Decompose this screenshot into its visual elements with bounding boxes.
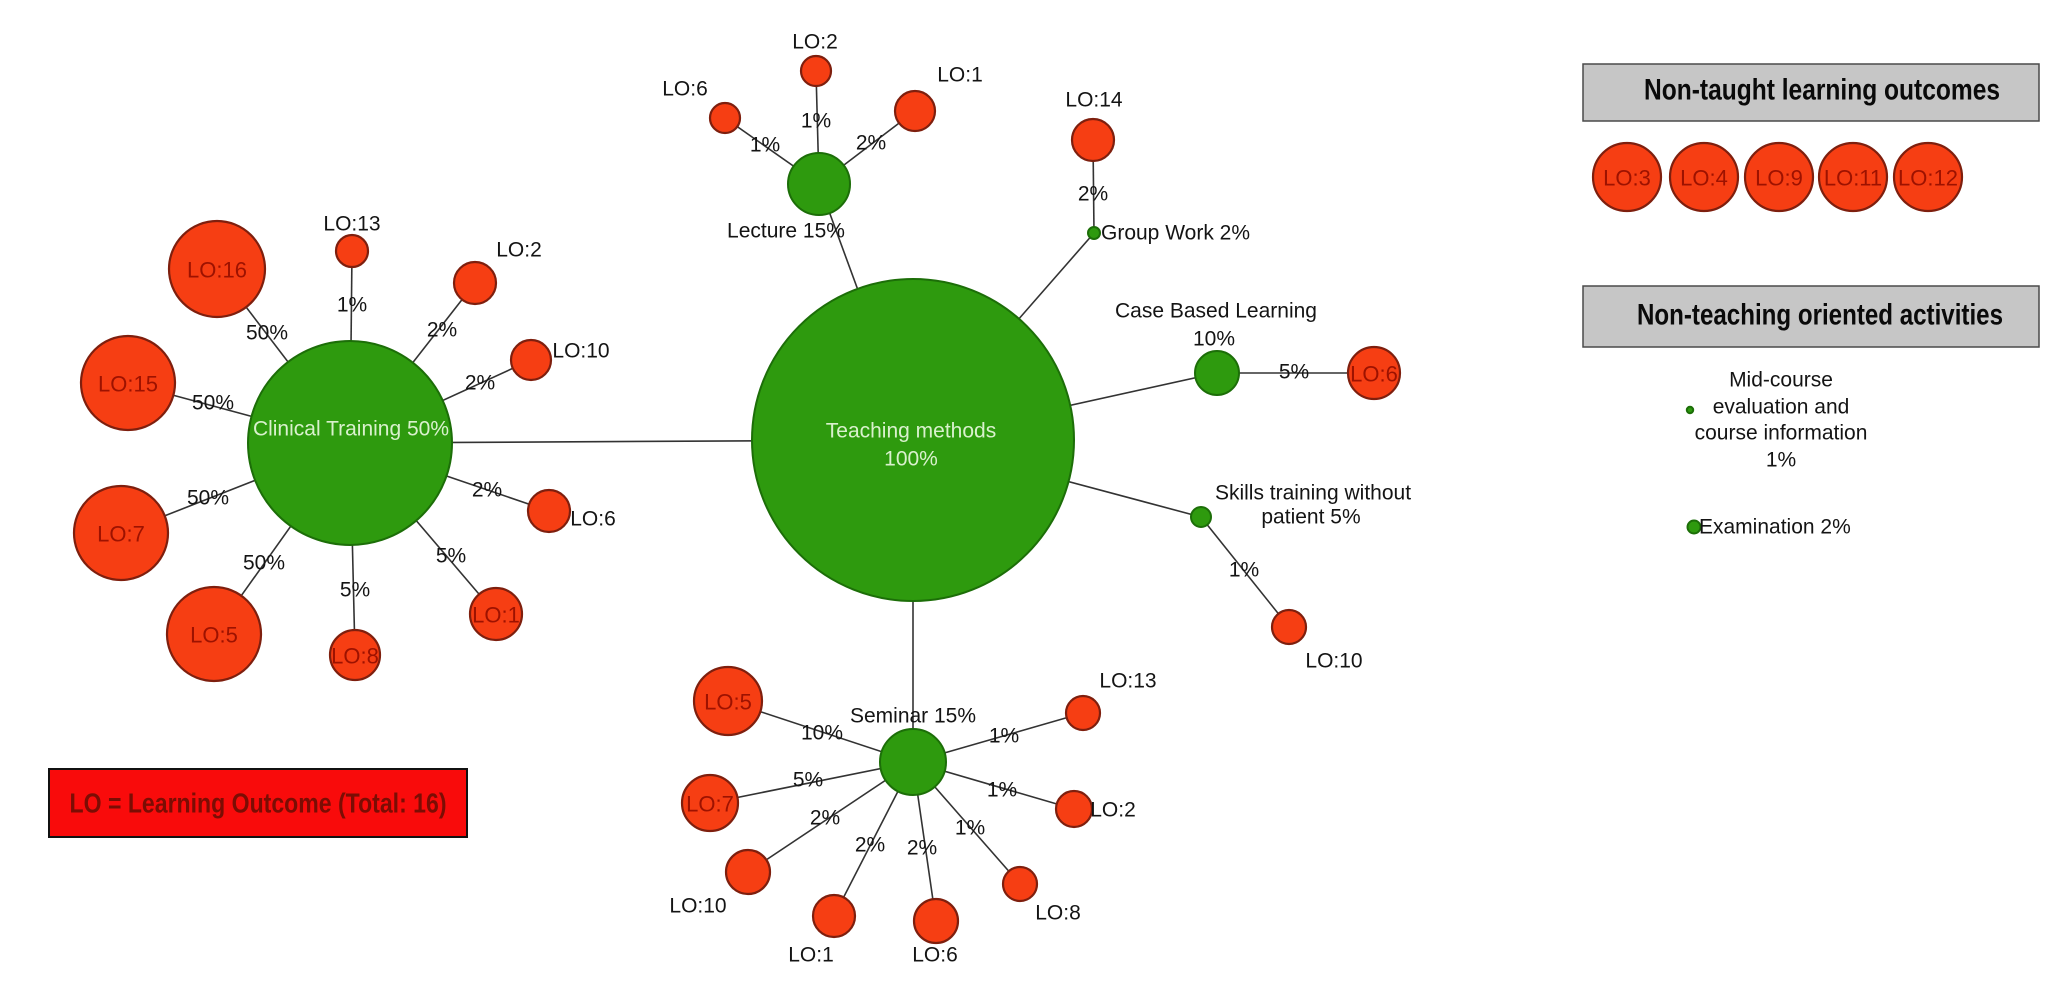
- svg-text:10%: 10%: [1193, 328, 1235, 351]
- svg-text:LO:8: LO:8: [1035, 902, 1081, 925]
- svg-text:LO:5: LO:5: [190, 623, 238, 648]
- svg-text:50%: 50%: [246, 322, 288, 345]
- svg-text:Mid-course: Mid-course: [1729, 369, 1833, 392]
- svg-text:LO:12: LO:12: [1898, 166, 1958, 191]
- svg-text:5%: 5%: [340, 579, 370, 602]
- svg-text:1%: 1%: [1229, 559, 1259, 582]
- svg-text:2%: 2%: [810, 807, 840, 830]
- svg-text:50%: 50%: [243, 552, 285, 575]
- svg-text:Case Based Learning: Case Based Learning: [1115, 300, 1317, 323]
- svg-text:1%: 1%: [1766, 449, 1796, 472]
- svg-text:5%: 5%: [793, 769, 823, 792]
- svg-text:LO:1: LO:1: [788, 944, 834, 967]
- svg-text:10%: 10%: [801, 722, 843, 745]
- svg-text:50%: 50%: [192, 392, 234, 415]
- svg-text:1%: 1%: [750, 134, 780, 157]
- svg-text:1%: 1%: [989, 725, 1019, 748]
- svg-text:Teaching methods: Teaching methods: [826, 420, 996, 443]
- svg-text:2%: 2%: [427, 319, 457, 342]
- svg-text:1%: 1%: [987, 779, 1017, 802]
- svg-text:2%: 2%: [465, 372, 495, 395]
- svg-text:LO:10: LO:10: [552, 340, 609, 363]
- svg-text:1%: 1%: [337, 294, 367, 317]
- svg-text:2%: 2%: [907, 837, 937, 860]
- svg-text:2%: 2%: [855, 834, 885, 857]
- svg-text:LO:9: LO:9: [1755, 166, 1803, 191]
- svg-text:LO:1: LO:1: [937, 64, 983, 87]
- svg-text:LO:6: LO:6: [662, 78, 708, 101]
- svg-text:LO:2: LO:2: [792, 31, 838, 54]
- svg-text:LO:10: LO:10: [1305, 650, 1362, 673]
- svg-text:Non-teaching oriented activiti: Non-teaching oriented activities: [1637, 299, 2003, 332]
- svg-text:LO:7: LO:7: [97, 522, 145, 547]
- svg-text:evaluation and: evaluation and: [1713, 396, 1850, 419]
- svg-text:LO = Learning Outcome (Total:: LO = Learning Outcome (Total: 16): [70, 788, 447, 819]
- svg-text:LO:7: LO:7: [686, 792, 734, 817]
- svg-text:2%: 2%: [856, 132, 886, 155]
- svg-text:1%: 1%: [955, 817, 985, 840]
- svg-text:LO:6: LO:6: [1350, 362, 1398, 387]
- svg-text:LO:4: LO:4: [1680, 166, 1728, 191]
- svg-text:Examination 2%: Examination 2%: [1699, 516, 1851, 539]
- svg-text:LO:1: LO:1: [472, 603, 520, 628]
- svg-text:100%: 100%: [884, 448, 938, 471]
- svg-text:5%: 5%: [1279, 361, 1309, 384]
- svg-text:LO:13: LO:13: [1099, 670, 1156, 693]
- svg-text:Non-taught learning outcomes: Non-taught learning outcomes: [1644, 74, 2000, 107]
- svg-text:LO:14: LO:14: [1065, 89, 1123, 112]
- svg-text:LO:3: LO:3: [1603, 166, 1651, 191]
- svg-text:2%: 2%: [472, 479, 502, 502]
- svg-text:LO:6: LO:6: [570, 508, 616, 531]
- svg-text:LO:5: LO:5: [704, 690, 752, 715]
- svg-text:Skills training without: Skills training without: [1215, 482, 1411, 505]
- svg-text:LO:11: LO:11: [1824, 166, 1882, 191]
- svg-text:LO:2: LO:2: [496, 239, 542, 262]
- svg-text:LO:10: LO:10: [669, 895, 726, 918]
- svg-text:LO:2: LO:2: [1090, 799, 1136, 822]
- svg-text:LO:8: LO:8: [331, 644, 379, 669]
- svg-text:LO:15: LO:15: [98, 372, 158, 397]
- svg-text:1%: 1%: [801, 110, 831, 133]
- svg-text:2%: 2%: [1078, 183, 1108, 206]
- svg-text:Seminar 15%: Seminar 15%: [850, 705, 976, 728]
- svg-text:LO:6: LO:6: [912, 944, 958, 967]
- svg-text:50%: 50%: [187, 487, 229, 510]
- svg-text:5%: 5%: [436, 545, 466, 568]
- svg-text:Clinical Training 50%: Clinical Training 50%: [253, 418, 449, 441]
- svg-text:LO:16: LO:16: [187, 258, 247, 283]
- svg-text:course information: course information: [1695, 422, 1868, 445]
- svg-text:LO:13: LO:13: [323, 213, 380, 236]
- svg-text:Lecture 15%: Lecture 15%: [727, 220, 845, 243]
- svg-text:patient 5%: patient 5%: [1261, 506, 1360, 529]
- svg-text:Group Work 2%: Group Work 2%: [1101, 222, 1250, 245]
